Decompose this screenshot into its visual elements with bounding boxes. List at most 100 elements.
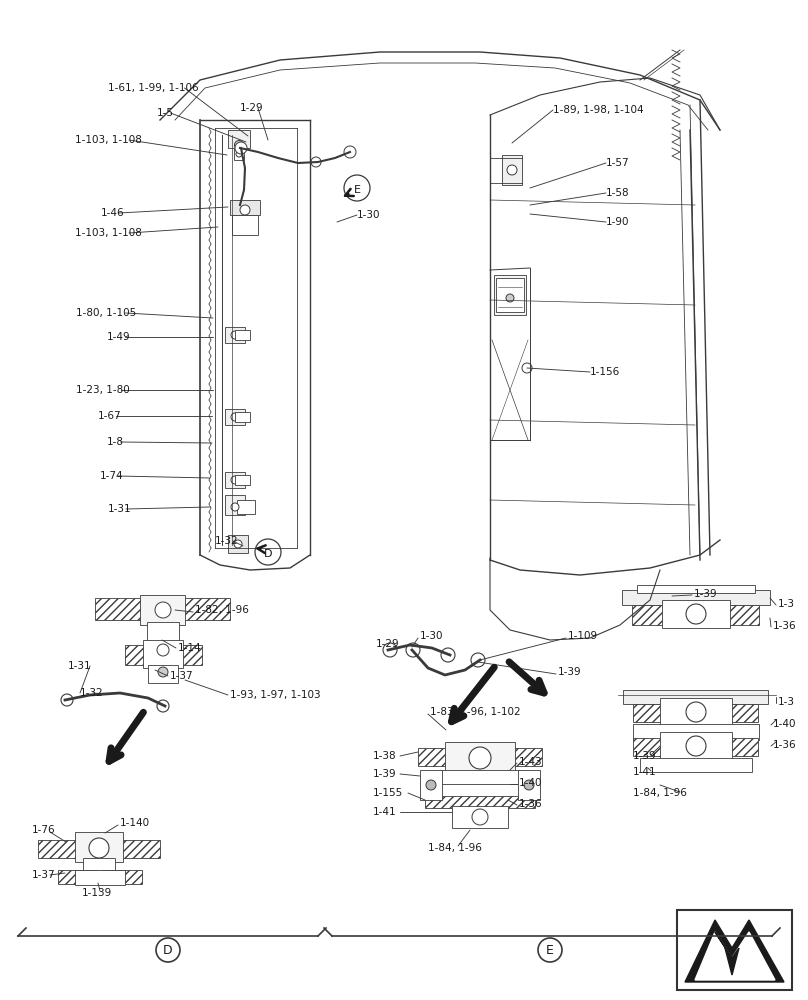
Text: 1-8: 1-8 (107, 437, 124, 447)
Bar (235, 330, 250, 340)
Circle shape (686, 604, 706, 624)
Circle shape (469, 747, 491, 769)
Text: 1-103, 1-108: 1-103, 1-108 (75, 135, 142, 145)
Text: 1-30: 1-30 (357, 210, 381, 220)
Bar (175, 598, 230, 620)
Text: E: E (546, 944, 554, 956)
Circle shape (344, 175, 370, 201)
Text: 1-29: 1-29 (240, 103, 263, 113)
Text: 1-37: 1-37 (170, 671, 194, 681)
Bar (425, 796, 535, 808)
Circle shape (234, 540, 242, 548)
Circle shape (522, 363, 532, 373)
Bar (147, 622, 179, 644)
Circle shape (538, 938, 562, 962)
Text: 1-103, 1-108: 1-103, 1-108 (75, 228, 142, 238)
Circle shape (157, 700, 169, 712)
Bar (234, 148, 244, 160)
Text: 1-57: 1-57 (606, 158, 629, 168)
Text: 1-40: 1-40 (773, 719, 797, 729)
Text: 1-30: 1-30 (420, 631, 444, 641)
Bar (718, 704, 758, 722)
Text: 1-155: 1-155 (373, 788, 403, 798)
Text: 1-32: 1-32 (80, 688, 103, 698)
Polygon shape (685, 920, 784, 982)
Bar (230, 200, 260, 215)
Text: 1-49: 1-49 (107, 332, 131, 342)
Text: 1-43: 1-43 (519, 757, 543, 767)
Bar (110, 840, 160, 858)
Bar (225, 327, 245, 343)
Text: 1-74: 1-74 (100, 471, 124, 481)
Circle shape (255, 539, 281, 565)
Circle shape (231, 503, 239, 511)
Bar (717, 605, 759, 625)
Text: 1-38: 1-38 (373, 751, 397, 761)
Text: 1-31: 1-31 (68, 661, 91, 671)
Bar (102, 870, 142, 884)
Bar (143, 640, 183, 668)
Bar (38, 840, 88, 858)
Text: 1-40: 1-40 (519, 778, 542, 788)
Bar (167, 645, 202, 665)
Circle shape (471, 653, 485, 667)
Text: 1-41: 1-41 (373, 807, 397, 817)
Circle shape (231, 413, 239, 421)
Bar (632, 605, 674, 625)
Circle shape (158, 667, 168, 677)
Text: 1-3: 1-3 (778, 599, 795, 609)
Bar (75, 870, 125, 885)
Circle shape (89, 838, 109, 858)
Text: 1-36: 1-36 (773, 740, 797, 750)
Text: 1-36: 1-36 (773, 621, 797, 631)
Text: 1-156: 1-156 (590, 367, 621, 377)
Bar (662, 600, 730, 628)
Circle shape (234, 140, 243, 149)
Circle shape (507, 165, 517, 175)
Bar (125, 645, 160, 665)
Bar (418, 748, 466, 766)
Circle shape (240, 205, 250, 215)
Bar (718, 738, 758, 756)
Bar (235, 412, 250, 422)
Text: 1-39: 1-39 (558, 667, 582, 677)
Bar (228, 535, 248, 553)
Text: 1-32: 1-32 (215, 536, 238, 546)
Text: 1-89, 1-98, 1-104: 1-89, 1-98, 1-104 (553, 105, 644, 115)
Bar (494, 748, 542, 766)
Bar (225, 409, 245, 425)
Bar (496, 278, 524, 312)
Bar (225, 495, 245, 515)
Bar (75, 832, 123, 862)
Text: 1-90: 1-90 (606, 217, 629, 227)
Circle shape (524, 780, 534, 790)
Bar (633, 724, 759, 740)
Text: 1-39: 1-39 (694, 589, 718, 599)
Circle shape (441, 648, 455, 662)
Bar (83, 858, 115, 876)
Text: 1-84, 1-96: 1-84, 1-96 (633, 788, 687, 798)
Text: 1-41: 1-41 (633, 767, 657, 777)
Bar (420, 770, 442, 800)
Bar (660, 698, 732, 726)
Bar (95, 598, 150, 620)
Text: 1-83, 1-96, 1-102: 1-83, 1-96, 1-102 (430, 707, 520, 717)
Polygon shape (695, 932, 775, 980)
Text: 1-139: 1-139 (82, 888, 112, 898)
Text: 1-84, 1-96: 1-84, 1-96 (428, 843, 482, 853)
Bar (623, 690, 768, 704)
Circle shape (157, 644, 169, 656)
Bar (640, 758, 752, 772)
Bar (225, 472, 245, 488)
Text: 1-5: 1-5 (157, 108, 174, 118)
Bar (237, 500, 255, 514)
Bar (622, 590, 770, 605)
Text: 1-80, 1-105: 1-80, 1-105 (76, 308, 137, 318)
Bar (232, 215, 258, 235)
Circle shape (155, 602, 171, 618)
Circle shape (311, 157, 321, 167)
Text: 1-58: 1-58 (606, 188, 629, 198)
Bar (435, 784, 525, 798)
Circle shape (231, 331, 239, 339)
Bar (502, 155, 522, 185)
